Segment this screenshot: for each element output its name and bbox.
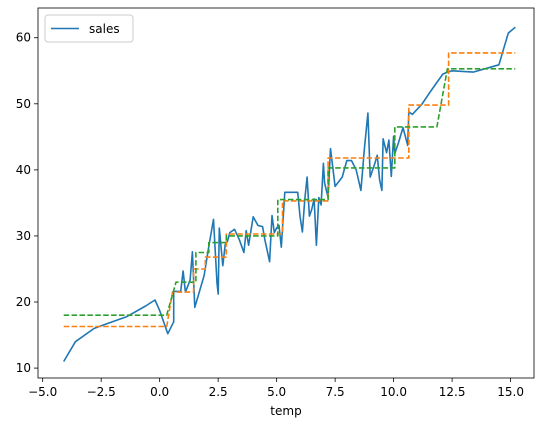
y-tick-label: 10 bbox=[16, 361, 31, 375]
y-tick-label: 30 bbox=[16, 229, 31, 243]
x-tick-label: 2.5 bbox=[209, 385, 228, 399]
legend-label-sales: sales bbox=[89, 22, 120, 36]
series-line-series-2 bbox=[64, 53, 516, 327]
x-tick-label: 12.5 bbox=[439, 385, 466, 399]
y-tick-label: 60 bbox=[16, 31, 31, 45]
x-tick-label: −2.5 bbox=[87, 385, 116, 399]
y-tick-label: 40 bbox=[16, 163, 31, 177]
x-tick-label: 7.5 bbox=[326, 385, 345, 399]
x-tick-label: −5.0 bbox=[28, 385, 57, 399]
legend: sales bbox=[45, 15, 133, 42]
x-axis: −5.0 −2.5 0.0 2.5 5.0 7.5 10.0 12.5 15.0 bbox=[28, 378, 524, 399]
y-tick-label: 50 bbox=[16, 97, 31, 111]
x-tick-label: 15.0 bbox=[497, 385, 524, 399]
y-axis: 10 20 30 40 50 60 bbox=[16, 31, 38, 375]
series-layer bbox=[64, 27, 516, 361]
x-tick-label: 5.0 bbox=[267, 385, 286, 399]
y-tick-label: 20 bbox=[16, 295, 31, 309]
x-axis-label: temp bbox=[270, 404, 301, 418]
x-tick-label: 0.0 bbox=[150, 385, 169, 399]
x-tick-label: 10.0 bbox=[380, 385, 407, 399]
series-line-sales bbox=[64, 27, 516, 361]
